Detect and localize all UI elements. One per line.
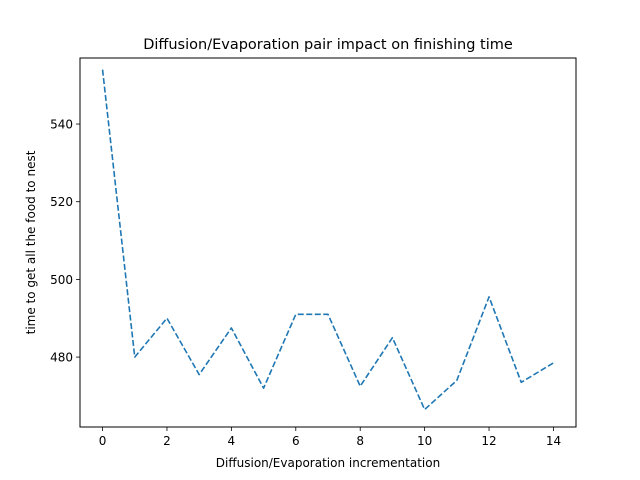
y-tick-label: 540	[50, 118, 73, 132]
x-tick-label: 2	[163, 434, 171, 448]
x-tick-label: 14	[546, 434, 561, 448]
y-tick-label: 480	[50, 351, 73, 365]
x-axis-ticks: 0 2 4 6 8 10 12 14	[99, 427, 561, 448]
x-tick-label: 12	[481, 434, 496, 448]
x-tick-label: 0	[99, 434, 107, 448]
plot-area: 0 2 4 6 8 10 12 14 480 500 520 540	[50, 57, 577, 448]
x-tick-label: 10	[417, 434, 432, 448]
y-axis-label: time to get all the food to nest	[24, 150, 38, 334]
plot-frame	[79, 57, 577, 428]
series-layer	[101, 69, 554, 411]
y-tick-label: 520	[50, 195, 73, 209]
chart-title: Diffusion/Evaporation pair impact on fin…	[143, 37, 513, 53]
y-tick-label: 500	[50, 273, 73, 287]
x-tick-label: 8	[356, 434, 364, 448]
y-axis-ticks: 480 500 520 540	[50, 118, 80, 365]
x-axis-label: Diffusion/Evaporation incrementation	[216, 456, 440, 470]
x-tick-label: 6	[292, 434, 300, 448]
series-line-0	[101, 69, 554, 411]
x-tick-label: 4	[228, 434, 236, 448]
